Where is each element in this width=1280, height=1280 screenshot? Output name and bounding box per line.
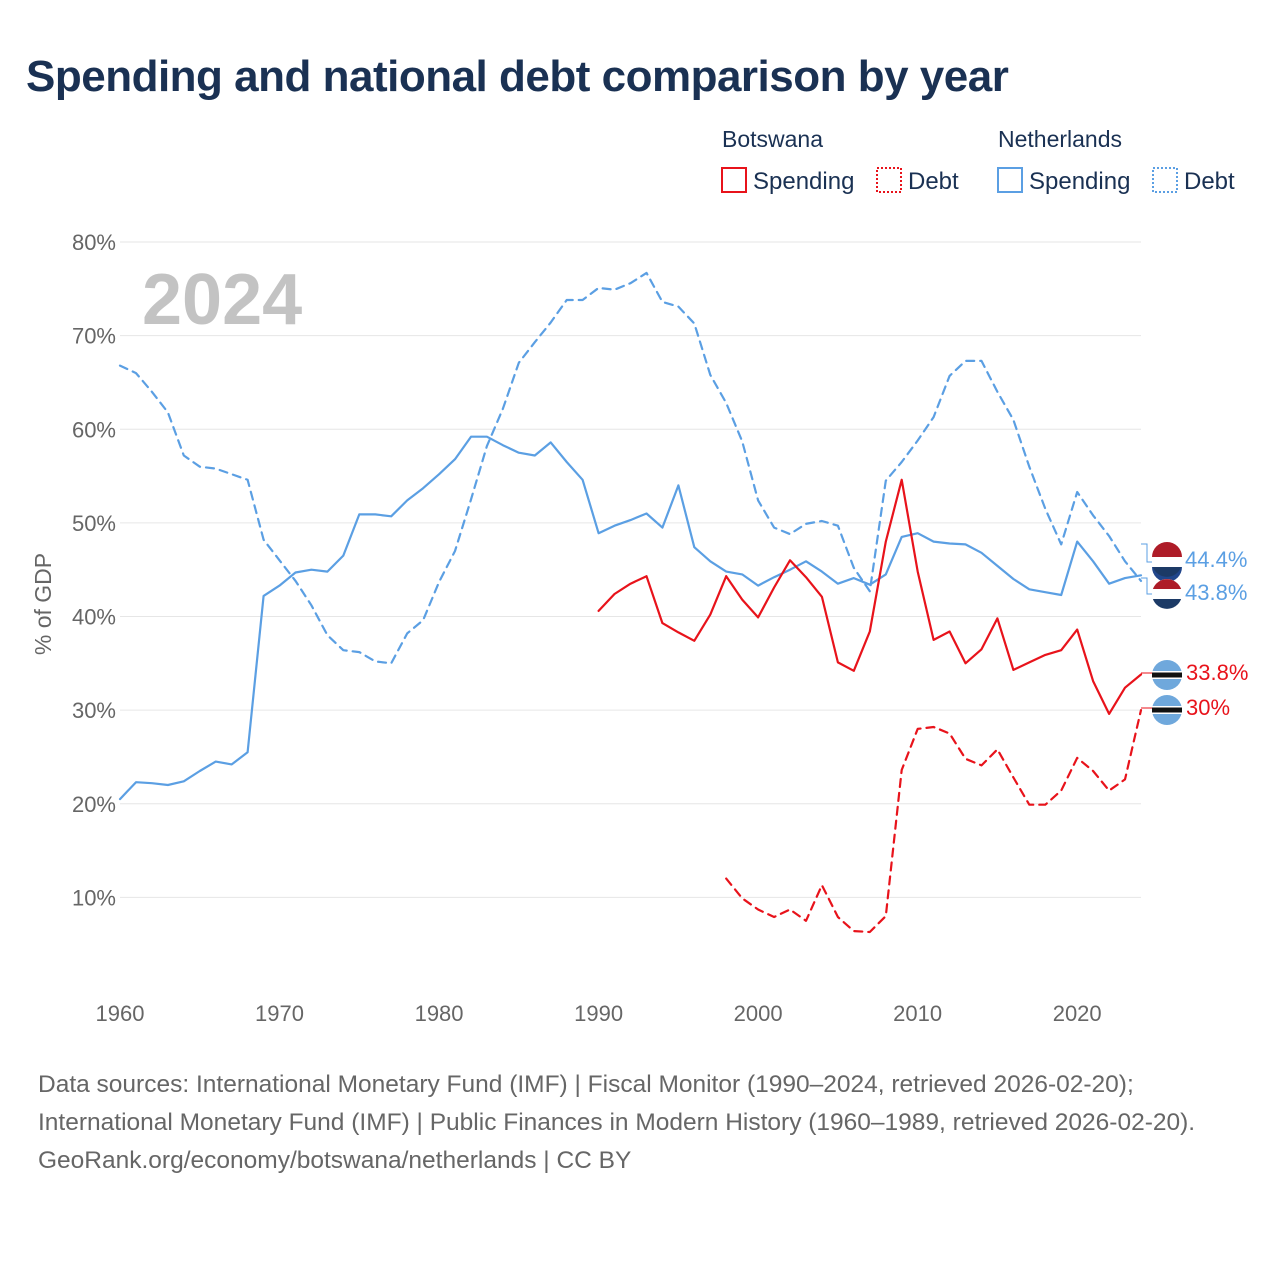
- series-line-netherlands-spending[interactable]: [118, 435, 1143, 801]
- legend-country-netherlands: Netherlands: [998, 126, 1122, 152]
- x-tick-label: 1960: [96, 1001, 145, 1026]
- legend-botswana-debt-label[interactable]: Debt: [908, 168, 959, 195]
- legend-netherlands-debt-swatch[interactable]: [1152, 167, 1178, 193]
- end-label-netherlands-debt: 44.4%: [1185, 547, 1247, 572]
- y-tick-label: 80%: [72, 230, 116, 255]
- y-tick-label: 30%: [72, 698, 116, 723]
- y-axis-ticks: 10% 20% 30% 40% 50% 60% 70% 80%: [72, 230, 116, 910]
- y-tick-label: 40%: [72, 605, 116, 630]
- sources: Data sources: International Monetary Fun…: [38, 1066, 1238, 1180]
- page-title: Spending and national debt comparison by…: [26, 52, 1009, 101]
- y-tick-label: 10%: [72, 885, 116, 910]
- x-tick-label: 2020: [1053, 1001, 1102, 1026]
- x-tick-label: 1990: [574, 1001, 623, 1026]
- x-tick-label: 2010: [893, 1001, 942, 1026]
- x-axis-ticks: 1960 1970 1980 1990 2000 2010 2020: [96, 1001, 1102, 1026]
- end-label-botswana-spending: 33.8%: [1186, 660, 1248, 685]
- legend-country-botswana: Botswana: [722, 126, 823, 152]
- y-tick-label: 50%: [72, 511, 116, 536]
- legend-netherlands-debt-label[interactable]: Debt: [1184, 168, 1235, 195]
- y-axis-label: % of GDP: [30, 553, 56, 655]
- legend-netherlands-spending-label[interactable]: Spending: [1029, 168, 1130, 195]
- x-tick-label: 1980: [415, 1001, 464, 1026]
- data-sources-text: Data sources: International Monetary Fun…: [38, 1071, 1196, 1136]
- botswana-flag-icon: [1152, 660, 1182, 690]
- legend-botswana-spending-label[interactable]: Spending: [753, 168, 854, 195]
- chart: Botswana Spending Debt Netherlands Spend…: [30, 126, 1248, 1026]
- series-line-botswana-spending[interactable]: [597, 478, 1143, 716]
- end-markers: 44.4% 43.8% 33.8% 30%: [1141, 542, 1248, 725]
- legend-botswana-debt-swatch[interactable]: [876, 167, 902, 193]
- y-tick-label: 20%: [72, 792, 116, 817]
- gridlines: [120, 241, 1141, 898]
- attribution-link[interactable]: GeoRank.org/economy/botswana/netherlands…: [38, 1147, 632, 1174]
- series-line-netherlands-debt[interactable]: [118, 271, 1143, 665]
- botswana-flag-icon: [1152, 695, 1182, 725]
- legend-botswana-spending-swatch[interactable]: [721, 167, 747, 193]
- y-tick-label: 70%: [72, 324, 116, 349]
- legend-netherlands-spending-swatch[interactable]: [997, 167, 1023, 193]
- series-line-botswana-debt[interactable]: [725, 708, 1143, 934]
- netherlands-flag-icon: [1152, 542, 1182, 582]
- legend: Botswana Spending Debt Netherlands Spend…: [721, 126, 1235, 195]
- end-label-botswana-debt: 30%: [1186, 695, 1230, 720]
- y-tick-label: 60%: [72, 417, 116, 442]
- x-tick-label: 2000: [734, 1001, 783, 1026]
- current-year-label: 2024: [142, 260, 302, 340]
- x-tick-label: 1970: [255, 1001, 304, 1026]
- netherlands-flag-icon: [1152, 579, 1182, 609]
- end-label-netherlands-spending: 43.8%: [1185, 580, 1247, 605]
- series-lines: [118, 271, 1143, 934]
